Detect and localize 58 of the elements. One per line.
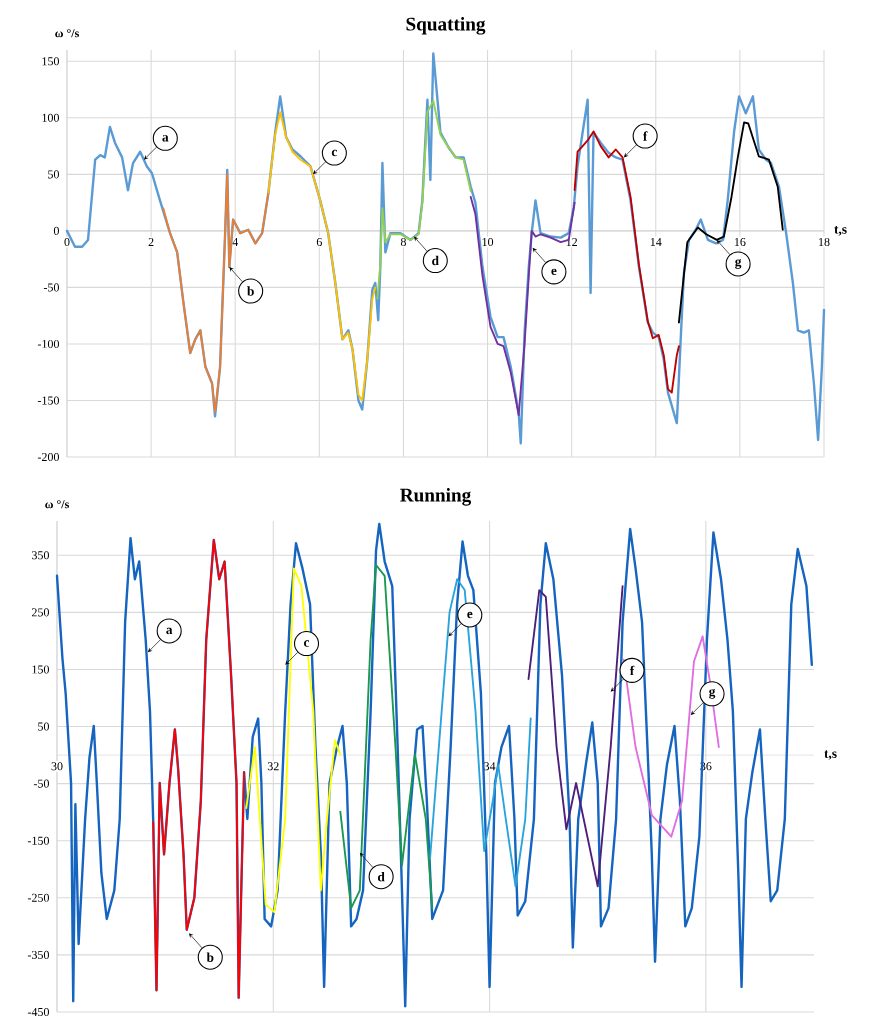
- annotation: e: [467, 611, 473, 619]
- x-tick-label: 10: [482, 237, 494, 247]
- annotation: e: [551, 268, 557, 276]
- x-tick-label: 32: [267, 762, 279, 771]
- x-tick-label: 8: [400, 237, 406, 247]
- y-tick-label: -100: [37, 339, 59, 348]
- annotation: g: [709, 688, 716, 699]
- x-axis-title: t,s: [834, 226, 847, 236]
- x-tick-label: 6: [316, 237, 322, 247]
- annotation: a: [166, 627, 173, 635]
- line-series: [162, 173, 270, 413]
- y-tick-label: -450: [27, 1007, 49, 1017]
- annotation: b: [206, 952, 214, 962]
- annotation: b: [247, 286, 254, 296]
- x-tick-label: 0: [64, 237, 70, 247]
- line-series: [429, 578, 532, 888]
- y-tick-label: 50: [38, 722, 49, 731]
- chart-title: Running: [400, 488, 472, 506]
- x-tick-label: 2: [148, 237, 154, 246]
- y-axis-title: ω °/s: [45, 500, 69, 509]
- chart-title: Squatting: [406, 17, 486, 35]
- line-series: [469, 196, 576, 417]
- annotation: a: [162, 135, 169, 142]
- line-series: [152, 538, 246, 999]
- x-tick-label: 4: [232, 237, 239, 246]
- y-tick-label: -150: [27, 836, 49, 845]
- x-tick-label: 34: [484, 762, 496, 771]
- y-axis-title: ω °/s: [55, 29, 79, 38]
- line-series: [267, 111, 377, 402]
- x-tick-label: 14: [650, 237, 662, 246]
- annotation: c: [331, 149, 337, 157]
- x-tick-label: 16: [734, 237, 746, 247]
- y-tick-label: -50: [43, 283, 59, 292]
- y-tick-label: -50: [33, 779, 49, 788]
- annotation: d: [377, 872, 385, 882]
- line-series: [677, 121, 784, 324]
- x-tick-label: 18: [819, 237, 830, 247]
- annotation: g: [735, 259, 742, 269]
- line-series: [245, 567, 342, 914]
- line-series: [339, 564, 434, 910]
- annotation: f: [643, 131, 648, 141]
- y-tick-label: 50: [48, 170, 59, 179]
- annotation: f: [629, 665, 635, 676]
- y-tick-label: -350: [27, 950, 49, 959]
- x-axis-title: t,s: [824, 750, 837, 760]
- x-tick-label: 30: [51, 762, 63, 771]
- annotation: c: [304, 640, 310, 647]
- y-tick-label: 100: [42, 113, 59, 122]
- y-tick-label: 250: [31, 608, 49, 617]
- y-tick-label: 150: [32, 665, 49, 674]
- y-tick-label: 0: [53, 226, 59, 235]
- y-tick-label: -200: [37, 452, 59, 462]
- y-tick-label: 350: [32, 551, 49, 560]
- y-tick-label: -150: [37, 396, 59, 405]
- line-series: [527, 585, 624, 888]
- y-tick-label: -250: [27, 893, 49, 902]
- annotation: d: [432, 255, 439, 266]
- y-tick-label: 150: [42, 57, 59, 66]
